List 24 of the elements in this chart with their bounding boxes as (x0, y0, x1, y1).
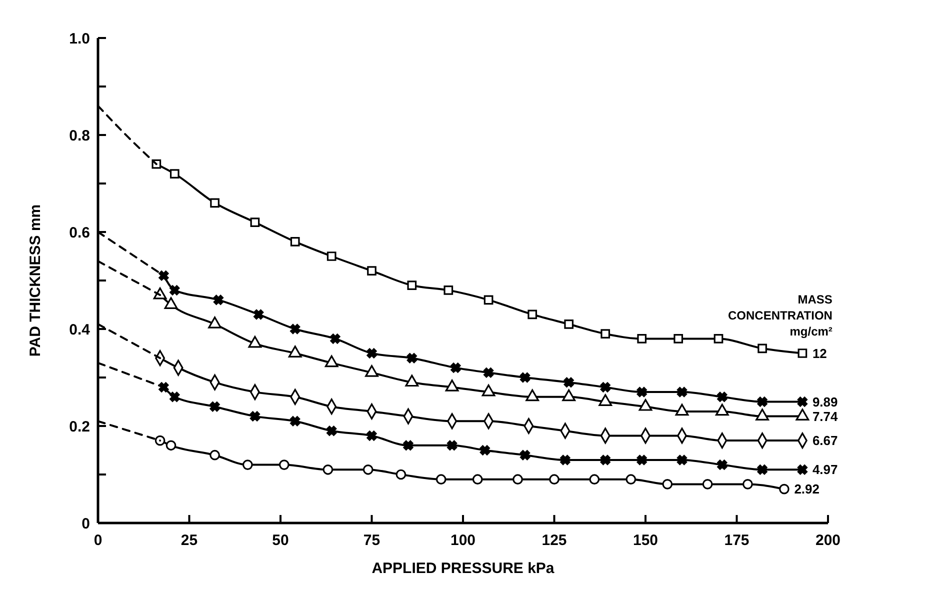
x-tick-label: 200 (815, 532, 841, 549)
legend-title: MASS CONCENTRATION mg/cm² (728, 292, 832, 338)
y-tick-label: 0.4 (69, 321, 91, 338)
series-label: 12 (812, 346, 827, 361)
y-tick-label: 0.8 (69, 127, 90, 144)
y-tick-label: 0 (82, 515, 90, 532)
x-tick-label: 100 (450, 532, 476, 549)
series-label: 6.67 (812, 433, 838, 448)
x-tick-label: 0 (94, 532, 102, 549)
series-label: 9.89 (812, 394, 838, 410)
x-tick-label: 175 (724, 532, 750, 549)
series-label: 7.74 (812, 408, 839, 424)
x-tick-label: 75 (363, 532, 380, 549)
series-label: 2.92 (794, 482, 820, 497)
y-tick-label: 1.0 (69, 30, 90, 48)
x-axis-title: APPLIED PRESSURE kPa (372, 560, 555, 577)
x-tick-label: 25 (180, 532, 198, 549)
y-axis-title: PAD THICKNESS mm (27, 204, 44, 357)
x-tick-label: 50 (272, 532, 289, 549)
y-tick-label: 0.6 (69, 224, 90, 242)
x-tick-label: 125 (542, 532, 567, 549)
y-tick-label: 0.2 (69, 418, 90, 436)
x-tick-label: 150 (632, 532, 658, 549)
series-label: 4.97 (812, 462, 838, 478)
